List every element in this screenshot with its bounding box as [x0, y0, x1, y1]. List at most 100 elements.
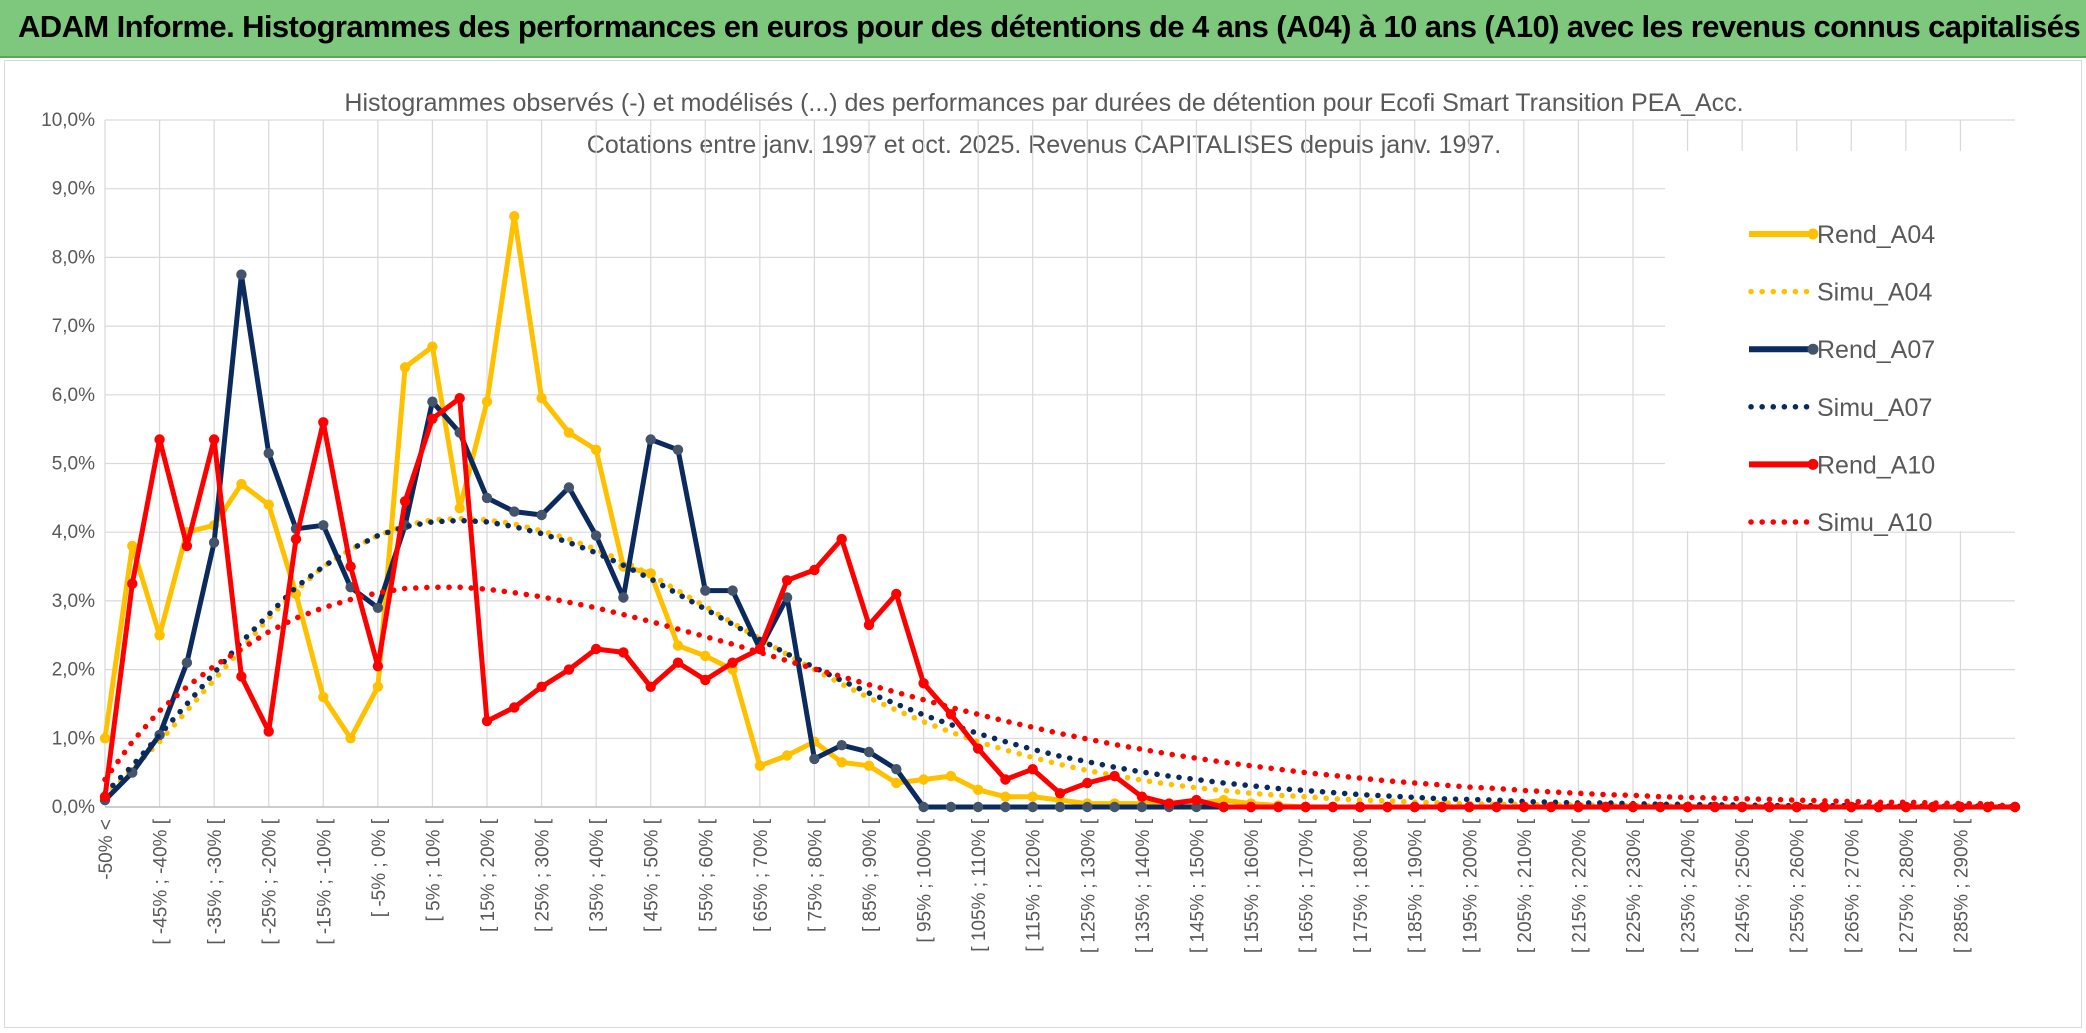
- y-tick-label: 6,0%: [52, 385, 95, 406]
- series-Simu_A07: [102, 517, 2018, 810]
- x-tick-label: [ 165% ; 170% [: [1297, 818, 1318, 953]
- y-tick-label: 5,0%: [52, 454, 95, 475]
- data-point: [1000, 791, 1011, 802]
- legend-label: Rend_A07: [1817, 336, 1935, 364]
- data-point: [154, 434, 165, 445]
- data-point: [1054, 788, 1066, 799]
- data-point: [208, 537, 220, 548]
- y-tick-label: 9,0%: [52, 179, 95, 200]
- x-tick-label: [ 265% ; 270% [: [1842, 818, 1863, 953]
- data-point: [127, 540, 138, 552]
- x-tick-label: [ 75% ; 80% [: [805, 818, 826, 932]
- x-tick-label: [ 125% ; 130% [: [1078, 818, 1099, 953]
- x-tick-label: [ 155% ; 160% [: [1242, 818, 1263, 953]
- data-point: [1518, 801, 1530, 813]
- data-point: [590, 530, 602, 541]
- data-point: [945, 801, 957, 813]
- data-point: [1245, 801, 1257, 813]
- chart-area: Histogrammes observés (-) et modélisés (…: [4, 60, 2082, 1028]
- data-point: [1354, 801, 1366, 813]
- data-point: [590, 643, 602, 655]
- x-tick-label: -50% <: [96, 819, 117, 880]
- x-tick-label: [ -15% ; -10% [: [314, 818, 335, 944]
- x-tick-label: [ -45% ; -40% [: [151, 818, 172, 944]
- x-tick-label: [ -25% ; -20% [: [260, 818, 281, 944]
- data-point: [1082, 801, 1093, 813]
- data-point: [372, 661, 384, 672]
- data-point: [1273, 801, 1284, 813]
- series-group: [99, 211, 2021, 813]
- data-point: [672, 640, 684, 651]
- data-point: [345, 733, 356, 744]
- data-point: [700, 585, 711, 596]
- x-tick-label: [ 105% ; 110% [: [969, 818, 990, 951]
- data-point: [427, 396, 438, 407]
- data-point: [563, 482, 575, 493]
- legend-item-Rend_A07: Rend_A07: [1749, 336, 1935, 364]
- data-point: [1709, 801, 1721, 813]
- x-tick-label: [ 135% ; 140% [: [1133, 818, 1154, 953]
- x-tick-label: [ 175% ; 180% [: [1351, 818, 1372, 953]
- data-point: [318, 691, 329, 703]
- x-tick-label: [ 5% ; 10% [: [423, 818, 444, 921]
- data-point: [509, 702, 520, 713]
- data-point: [672, 657, 684, 668]
- data-point: [454, 393, 465, 404]
- data-point: [1000, 774, 1011, 785]
- y-tick-label: 7,0%: [52, 316, 95, 337]
- data-point: [481, 396, 493, 407]
- chart-title-line1: Histogrammes observés (-) et modélisés (…: [344, 89, 1743, 117]
- y-tick-label: 3,0%: [52, 591, 95, 612]
- series-line-Simu_A10: [102, 584, 2018, 810]
- data-point: [918, 774, 929, 785]
- x-tick-label: [ 65% ; 70% [: [751, 818, 772, 932]
- data-point: [290, 533, 302, 545]
- data-point: [427, 341, 438, 352]
- data-point: [645, 434, 656, 445]
- x-tick-label: [ 275% ; 280% [: [1897, 818, 1918, 953]
- data-point: [754, 760, 766, 771]
- legend-marker: [1807, 228, 1819, 240]
- data-point: [1300, 801, 1311, 813]
- data-point: [918, 678, 929, 689]
- data-point: [99, 791, 111, 802]
- page-title: ADAM Informe. Histogrammes des performan…: [18, 9, 2081, 44]
- legend-label: Simu_A10: [1817, 509, 1932, 537]
- x-tick-label: [ 85% ; 90% [: [860, 818, 881, 932]
- data-point: [481, 715, 493, 727]
- data-point: [181, 657, 193, 668]
- x-tick-label: [ 245% ; 250% [: [1733, 818, 1754, 953]
- series-Rend_A10: [99, 393, 2021, 813]
- data-point: [372, 681, 384, 692]
- y-tick-label: 4,0%: [52, 522, 95, 543]
- x-tick-label: [ 145% ; 150% [: [1187, 818, 1208, 953]
- data-point: [318, 520, 329, 531]
- data-point: [563, 664, 575, 675]
- data-point: [1682, 801, 1693, 813]
- data-point: [1027, 791, 1038, 802]
- data-point: [809, 564, 820, 576]
- data-point: [836, 740, 847, 751]
- x-tick-label: [ 45% ; 50% [: [642, 818, 663, 932]
- data-point: [836, 533, 847, 545]
- data-point: [1791, 801, 1802, 813]
- data-point: [972, 801, 984, 813]
- data-point: [263, 726, 274, 737]
- legend-item-Simu_A10: Simu_A10: [1748, 509, 1932, 537]
- data-point: [1464, 801, 1475, 813]
- y-axis: 0,0% 1,0% 2,0% 3,0% 4,0% 5,0% 6,0% 7,0% 8,0% 9,0%…: [41, 110, 95, 818]
- data-point: [1409, 801, 1420, 813]
- y-tick-label: 1,0%: [52, 728, 95, 749]
- legend-marker: [1807, 343, 1819, 355]
- data-point: [1764, 801, 1775, 813]
- data-point: [972, 743, 984, 754]
- data-point: [399, 496, 411, 507]
- data-point: [509, 211, 520, 222]
- data-point: [590, 444, 602, 455]
- legend-item-Simu_A07: Simu_A07: [1748, 394, 1932, 422]
- legend-box: [1665, 151, 2020, 531]
- x-tick-label: [ 215% ; 220% [: [1569, 818, 1590, 953]
- data-point: [208, 434, 220, 445]
- gridlines: [104, 119, 2015, 808]
- data-point: [863, 746, 875, 758]
